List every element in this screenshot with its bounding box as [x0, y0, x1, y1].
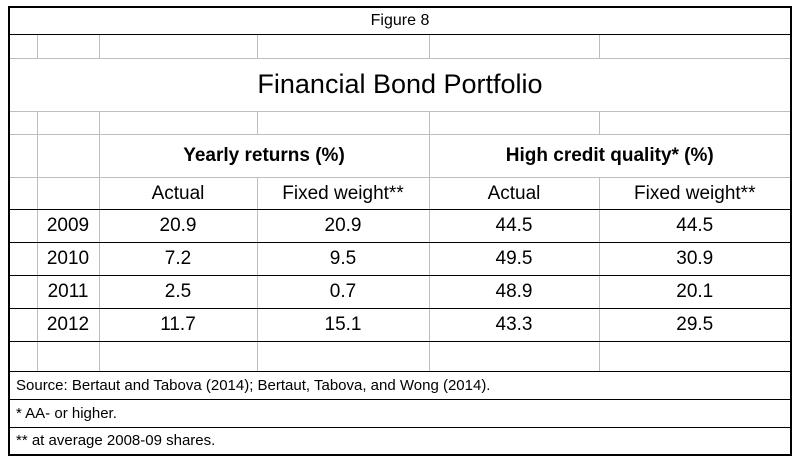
year-cell: 2012: [36, 308, 100, 343]
footnote-aa-row: * AA- or higher.: [8, 398, 792, 428]
spacer-cell: [98, 34, 258, 59]
spacer-cell: [8, 34, 38, 59]
footnote-shares-row: ** at average 2008-09 shares.: [8, 426, 792, 456]
table-row-2010: 2010 7.2 9.5 49.5 30.9: [8, 242, 792, 277]
value-cell: 15.1: [256, 308, 430, 343]
footnote-source-row: Source: Bertaut and Tabova (2014); Berta…: [8, 371, 792, 400]
table-row-2012: 2012 11.7 15.1 43.3 29.5: [8, 308, 792, 343]
spacer-cell: [428, 110, 600, 136]
value-cell: 9.5: [256, 242, 430, 277]
value-cell: 44.5: [598, 209, 792, 244]
spacer-cell: [98, 110, 258, 136]
spacer-cell: [598, 34, 792, 59]
figure-label-row: Figure 8: [8, 6, 792, 36]
value-cell: 49.5: [428, 242, 600, 277]
sub-header-row: Actual Fixed weight** Actual Fixed weigh…: [8, 177, 792, 211]
spacer-row: [8, 110, 792, 136]
spacer-row: [8, 341, 792, 373]
spacer-cell: [36, 341, 100, 373]
spacer-cell: [8, 209, 38, 244]
group-header-high-credit-quality: High credit quality* (%): [428, 134, 792, 179]
spacer-cell: [8, 177, 38, 211]
subheader-actual-yearly: Actual: [98, 177, 258, 211]
year-cell: 2010: [36, 242, 100, 277]
footnote-shares: ** at average 2008-09 shares.: [8, 426, 792, 456]
spacer-cell: [98, 341, 258, 373]
value-cell: 0.7: [256, 275, 430, 310]
spacer-cell: [8, 110, 38, 136]
table-title: Financial Bond Portfolio: [8, 57, 792, 113]
spacer-cell: [428, 34, 600, 59]
spacer-row: [8, 34, 792, 59]
footnote-aa: * AA- or higher.: [8, 398, 792, 428]
value-cell: 44.5: [428, 209, 600, 244]
spacer-cell: [36, 177, 100, 211]
value-cell: 20.9: [98, 209, 258, 244]
value-cell: 7.2: [98, 242, 258, 277]
year-cell: 2009: [36, 209, 100, 244]
value-cell: 30.9: [598, 242, 792, 277]
value-cell: 20.1: [598, 275, 792, 310]
spacer-cell: [598, 341, 792, 373]
value-cell: 20.9: [256, 209, 430, 244]
value-cell: 2.5: [98, 275, 258, 310]
value-cell: 11.7: [98, 308, 258, 343]
spacer-cell: [598, 110, 792, 136]
financial-bond-portfolio-table: Figure 8 Financial Bond Portfolio Yearly…: [8, 6, 792, 456]
spacer-cell: [8, 275, 38, 310]
spacer-cell: [428, 341, 600, 373]
subheader-actual-credit: Actual: [428, 177, 600, 211]
spacer-cell: [36, 34, 100, 59]
value-cell: 43.3: [428, 308, 600, 343]
spacer-cell: [36, 134, 100, 179]
table-row-2011: 2011 2.5 0.7 48.9 20.1: [8, 275, 792, 310]
value-cell: 29.5: [598, 308, 792, 343]
year-cell: 2011: [36, 275, 100, 310]
title-row: Financial Bond Portfolio: [8, 57, 792, 113]
spacer-cell: [36, 110, 100, 136]
value-cell: 48.9: [428, 275, 600, 310]
spacer-cell: [256, 34, 430, 59]
figure-label: Figure 8: [8, 6, 792, 36]
spacer-cell: [8, 134, 38, 179]
table-row-2009: 2009 20.9 20.9 44.5 44.5: [8, 209, 792, 244]
spacer-cell: [8, 341, 38, 373]
group-header-row: Yearly returns (%) High credit quality* …: [8, 134, 792, 179]
spacer-cell: [256, 341, 430, 373]
spacer-cell: [8, 242, 38, 277]
group-header-yearly-returns: Yearly returns (%): [98, 134, 430, 179]
subheader-fixed-weight-yearly: Fixed weight**: [256, 177, 430, 211]
spacer-cell: [8, 308, 38, 343]
subheader-fixed-weight-credit: Fixed weight**: [598, 177, 792, 211]
footnote-source: Source: Bertaut and Tabova (2014); Berta…: [8, 371, 792, 400]
spacer-cell: [256, 110, 430, 136]
